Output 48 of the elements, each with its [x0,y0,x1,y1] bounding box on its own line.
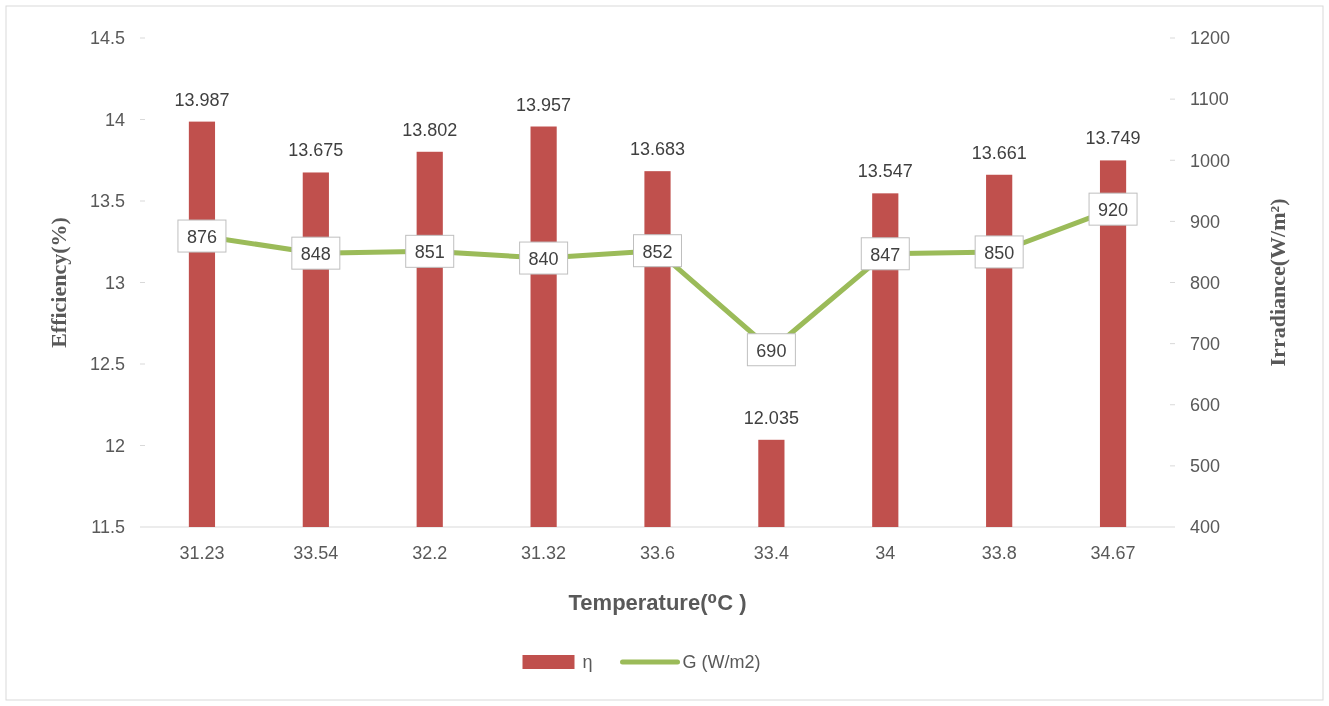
x-tick-label: 31.32 [521,543,567,563]
y2-tick-label: 800 [1190,272,1221,293]
x-tick-label: 31.23 [179,543,225,563]
x-tick-label: 33.54 [293,543,339,563]
y2-tick-label: 900 [1190,211,1221,232]
y2-axis-title: Irradiance(W/m²) [1265,198,1290,367]
data-label: 13.661 [971,142,1027,163]
data-label: 13.675 [288,140,344,161]
y2-tick-label: 1000 [1190,150,1231,171]
data-label: 13.683 [629,139,686,160]
y-tick-label: 13 [104,272,125,293]
y-axis-title: Efficiency(%) [46,217,71,348]
data-label: 876 [186,227,217,248]
y2-tick-label: 1100 [1190,89,1229,110]
data-label: 848 [300,244,331,265]
x-tick-label: 34 [875,543,896,563]
y-tick-label: 12.5 [89,354,125,375]
legend-label: G (W/m2) [682,652,761,673]
x-tick-label: 33.6 [639,543,676,563]
y2-tick-label: 1200 [1190,28,1231,49]
x-axis-title: Temperature(⁰C ) [568,590,747,615]
data-label: 840 [528,249,559,270]
data-label: 13.547 [857,161,913,182]
y-tick-label: 13.5 [89,191,125,212]
data-label: 690 [756,340,787,361]
x-tick-label: 33.8 [981,543,1017,563]
y-tick-label: 14.5 [89,28,125,49]
data-label: 850 [984,242,1015,263]
legend-label: η [582,652,593,673]
data-label: 920 [1098,200,1129,221]
data-label: 13.987 [174,89,230,110]
data-label: 847 [870,244,901,265]
y-tick-label: 12 [104,435,125,456]
y-tick-label: 11.5 [91,517,125,538]
y2-tick-label: 700 [1190,333,1221,354]
data-label: 13.802 [402,119,458,140]
y-tick-label: 14 [104,109,125,130]
x-tick-label: 34.67 [1090,543,1136,563]
x-tick-label: 32.2 [412,543,448,563]
data-label: 12.035 [743,407,799,428]
y2-tick-label: 400 [1190,517,1221,538]
data-label: 13.749 [1085,128,1141,149]
data-label: 13.957 [516,94,572,115]
x-tick-label: 33.4 [753,543,789,563]
data-label: 851 [414,242,445,263]
y2-tick-label: 500 [1190,456,1221,477]
y2-tick-label: 600 [1190,395,1221,416]
data-label: 852 [642,241,673,262]
